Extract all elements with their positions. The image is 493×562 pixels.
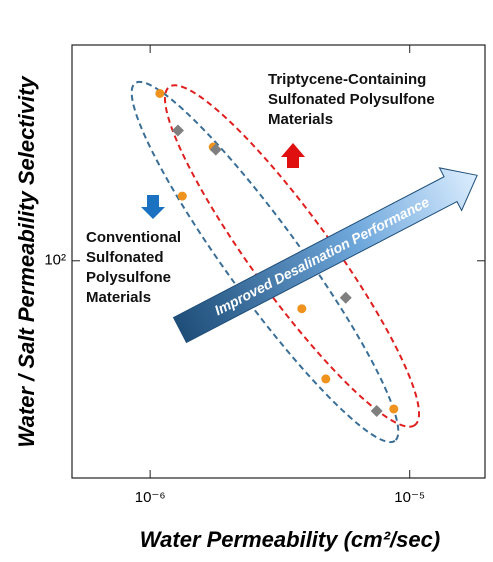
annotation: Materials — [268, 111, 333, 128]
point — [177, 191, 187, 201]
x-tick-label: 10⁻⁵ — [394, 489, 425, 506]
point — [370, 404, 383, 417]
point — [321, 374, 331, 384]
plot-frame — [71, 44, 486, 479]
x-tick-label: 10⁻⁶ — [135, 489, 166, 506]
point — [339, 291, 352, 304]
annotation: Improved Desalination Performance — [212, 193, 432, 318]
improvement-label: Improved Desalination Performance — [212, 193, 432, 318]
point — [297, 304, 307, 314]
point — [171, 124, 184, 137]
down-arrow — [141, 195, 165, 219]
annotation: Materials — [86, 289, 151, 306]
triptycene-ellipse — [163, 84, 421, 428]
y-axis-label: Water / Salt Permeability Selectivity — [14, 75, 39, 448]
point — [155, 88, 165, 98]
up-arrow — [281, 143, 305, 168]
annotation: Sulfonated Polysulfone — [268, 91, 435, 108]
point — [209, 143, 222, 156]
x-axis-label: Water Permeability (cm²/sec) — [140, 527, 440, 552]
point — [389, 404, 399, 414]
annotation: Sulfonated — [86, 249, 164, 266]
annotation: Polysulfone — [86, 269, 171, 286]
annotation: Conventional — [86, 229, 181, 246]
improvement-arrow — [172, 167, 478, 344]
annotation: Triptycene-Containing — [268, 71, 426, 88]
conventional-ellipse — [130, 80, 400, 444]
y-tick-label: 10² — [44, 252, 66, 269]
